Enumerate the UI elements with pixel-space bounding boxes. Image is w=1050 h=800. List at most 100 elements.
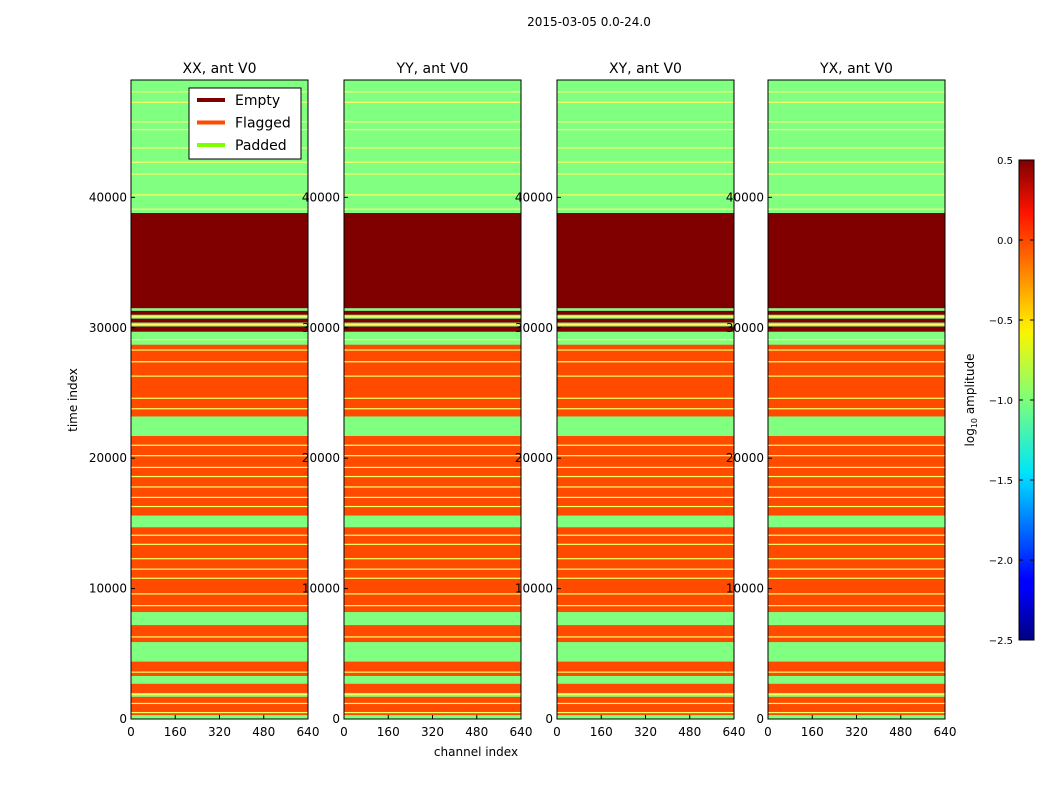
row-line: [557, 408, 734, 410]
row-line: [344, 593, 521, 595]
row-line: [344, 375, 521, 377]
band-padded: [768, 85, 945, 88]
y-tick-label: 10000: [515, 582, 553, 596]
legend-label-empty: Empty: [235, 93, 280, 109]
row-line: [557, 208, 734, 210]
row-line: [768, 534, 945, 536]
row-line: [131, 316, 308, 318]
row-line: [768, 496, 945, 499]
colorbar-tick-label: −0.5: [989, 316, 1013, 327]
colorbar-tick-label: 0.5: [997, 156, 1013, 167]
row-line: [344, 605, 521, 607]
row-line: [768, 375, 945, 377]
row-line: [768, 161, 945, 163]
panel-2: YY, ant V0 0 160 320 480 640 0 10000 20000 30000 4…: [302, 61, 533, 739]
x-tick-label: 320: [208, 725, 231, 739]
x-tick-label: 640: [510, 725, 533, 739]
band-padded: [344, 642, 521, 662]
row-line: [557, 568, 734, 570]
y-tick-label: 0: [545, 712, 553, 726]
band-padded: [557, 331, 734, 345]
row-line: [344, 208, 521, 210]
region-padded: [768, 80, 945, 214]
band-empty: [344, 318, 521, 323]
row-line: [131, 702, 308, 705]
row-line: [131, 475, 308, 478]
row-line: [768, 455, 945, 457]
row-line: [557, 339, 734, 341]
colorbar-tick-label: −2.5: [989, 636, 1013, 647]
band-padded: [344, 85, 521, 88]
y-tick-label: 20000: [89, 451, 127, 465]
row-line: [344, 702, 521, 705]
band-padded: [344, 136, 521, 139]
region-empty: [344, 213, 521, 309]
region-padded: [344, 80, 521, 214]
band-padded: [768, 642, 945, 662]
row-line: [131, 593, 308, 595]
row-line: [344, 101, 521, 103]
row-line: [131, 693, 308, 695]
band-empty: [344, 310, 521, 315]
legend-label-flagged: Flagged: [235, 116, 291, 132]
row-line: [131, 455, 308, 457]
row-line: [131, 408, 308, 410]
band-empty: [768, 326, 945, 332]
band-padded: [768, 416, 945, 437]
row-line: [768, 208, 945, 210]
row-line: [344, 444, 521, 446]
row-line: [344, 91, 521, 93]
row-line: [344, 147, 521, 149]
colorbar: 0.5 0.0 −0.5 −1.0 −1.5 −2.0 −2.5 log10 amplitu…: [963, 156, 1035, 647]
band-padded: [557, 136, 734, 139]
band-padded: [768, 515, 945, 528]
row-line: [557, 173, 734, 175]
row-line: [768, 147, 945, 149]
row-line: [344, 324, 521, 326]
band-padded: [768, 184, 945, 190]
y-tick-label: 20000: [515, 451, 553, 465]
row-line: [131, 568, 308, 570]
y-tick-label: 20000: [726, 451, 764, 465]
row-line: [768, 173, 945, 175]
y-axis-label: time index: [66, 368, 80, 432]
band-padded: [768, 95, 945, 99]
row-line: [131, 161, 308, 163]
x-tick-label: 0: [340, 725, 348, 739]
row-line: [344, 397, 521, 399]
band-empty: [557, 326, 734, 332]
legend: Empty Flagged Padded: [188, 87, 302, 160]
row-line: [344, 671, 521, 673]
colorbar-tick-label: 0.0: [997, 236, 1013, 247]
band-empty: [131, 326, 308, 332]
row-line: [557, 636, 734, 638]
row-line: [768, 339, 945, 341]
row-line: [557, 324, 734, 326]
row-line: [131, 534, 308, 536]
band-padded: [344, 331, 521, 345]
row-line: [344, 486, 521, 488]
row-line: [344, 636, 521, 638]
colorbar-tick-label: −2.0: [989, 556, 1013, 567]
row-line: [344, 577, 521, 579]
band-padded: [344, 106, 521, 120]
row-line: [131, 496, 308, 499]
row-line: [557, 534, 734, 536]
band-padded: [557, 416, 734, 437]
y-tick-label: 30000: [302, 321, 340, 335]
row-line: [344, 194, 521, 196]
row-line: [557, 161, 734, 163]
x-tick-label: 320: [634, 725, 657, 739]
band-empty: [344, 326, 521, 332]
row-line: [131, 375, 308, 377]
row-line: [344, 129, 521, 131]
y-tick-label: 40000: [302, 190, 340, 204]
row-line: [344, 568, 521, 570]
region-empty: [131, 213, 308, 309]
row-line: [768, 121, 945, 123]
row-line: [131, 605, 308, 607]
row-line: [344, 558, 521, 560]
band-padded: [344, 154, 521, 157]
row-line: [557, 91, 734, 93]
band-padded: [131, 184, 308, 190]
